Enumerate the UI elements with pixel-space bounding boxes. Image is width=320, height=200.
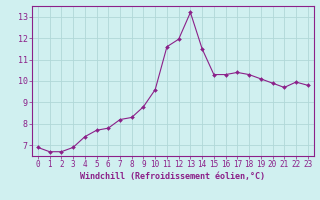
X-axis label: Windchill (Refroidissement éolien,°C): Windchill (Refroidissement éolien,°C) bbox=[80, 172, 265, 181]
